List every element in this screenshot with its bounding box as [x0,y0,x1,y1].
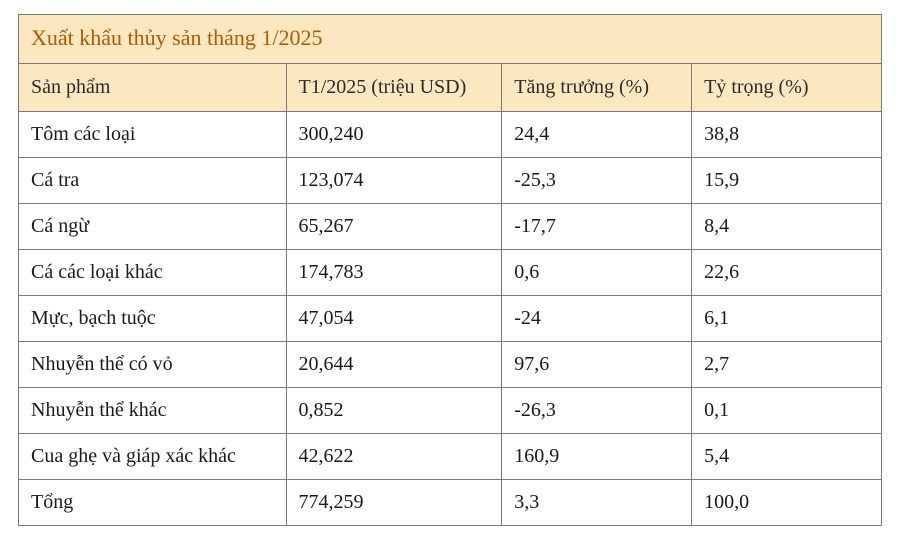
table-row: Tổng 774,259 3,3 100,0 [19,480,882,526]
table-row: Cá ngừ 65,267 -17,7 8,4 [19,204,882,250]
cell-value: 123,074 [286,158,502,204]
cell-value: 174,783 [286,250,502,296]
table-row: Cá tra 123,074 -25,3 15,9 [19,158,882,204]
cell-growth: 24,4 [502,112,692,158]
table-title-row: Xuất khẩu thủy sản tháng 1/2025 [19,15,882,64]
cell-share: 38,8 [692,112,882,158]
export-table: Xuất khẩu thủy sản tháng 1/2025 Sản phẩm… [18,14,882,526]
cell-growth: 160,9 [502,434,692,480]
cell-product: Cua ghẹ và giáp xác khác [19,434,287,480]
cell-value: 42,622 [286,434,502,480]
col-header-product: Sản phẩm [19,64,287,112]
cell-value: 774,259 [286,480,502,526]
cell-product: Cá các loại khác [19,250,287,296]
cell-growth: -25,3 [502,158,692,204]
cell-share: 5,4 [692,434,882,480]
cell-share: 8,4 [692,204,882,250]
table-row: Mực, bạch tuộc 47,054 -24 6,1 [19,296,882,342]
cell-share: 2,7 [692,342,882,388]
cell-growth: -26,3 [502,388,692,434]
col-header-value: T1/2025 (triệu USD) [286,64,502,112]
page: Xuất khẩu thủy sản tháng 1/2025 Sản phẩm… [0,0,900,541]
col-header-growth: Tăng trưởng (%) [502,64,692,112]
cell-value: 300,240 [286,112,502,158]
cell-share: 100,0 [692,480,882,526]
cell-share: 6,1 [692,296,882,342]
cell-product: Cá ngừ [19,204,287,250]
table-row: Tôm các loại 300,240 24,4 38,8 [19,112,882,158]
cell-product: Tôm các loại [19,112,287,158]
cell-growth: 3,3 [502,480,692,526]
cell-product: Cá tra [19,158,287,204]
table-header-row: Sản phẩm T1/2025 (triệu USD) Tăng trưởng… [19,64,882,112]
cell-value: 20,644 [286,342,502,388]
table-title: Xuất khẩu thủy sản tháng 1/2025 [19,15,882,64]
cell-growth: -17,7 [502,204,692,250]
cell-value: 65,267 [286,204,502,250]
cell-product: Nhuyễn thể khác [19,388,287,434]
cell-growth: 0,6 [502,250,692,296]
table-row: Cua ghẹ và giáp xác khác 42,622 160,9 5,… [19,434,882,480]
table-row: Nhuyễn thể khác 0,852 -26,3 0,1 [19,388,882,434]
cell-product: Nhuyễn thể có vỏ [19,342,287,388]
cell-share: 15,9 [692,158,882,204]
cell-growth: -24 [502,296,692,342]
cell-share: 22,6 [692,250,882,296]
cell-value: 0,852 [286,388,502,434]
cell-share: 0,1 [692,388,882,434]
cell-product: Mực, bạch tuộc [19,296,287,342]
cell-growth: 97,6 [502,342,692,388]
cell-product: Tổng [19,480,287,526]
table-row: Cá các loại khác 174,783 0,6 22,6 [19,250,882,296]
cell-value: 47,054 [286,296,502,342]
table-row: Nhuyễn thể có vỏ 20,644 97,6 2,7 [19,342,882,388]
col-header-share: Tỷ trọng (%) [692,64,882,112]
